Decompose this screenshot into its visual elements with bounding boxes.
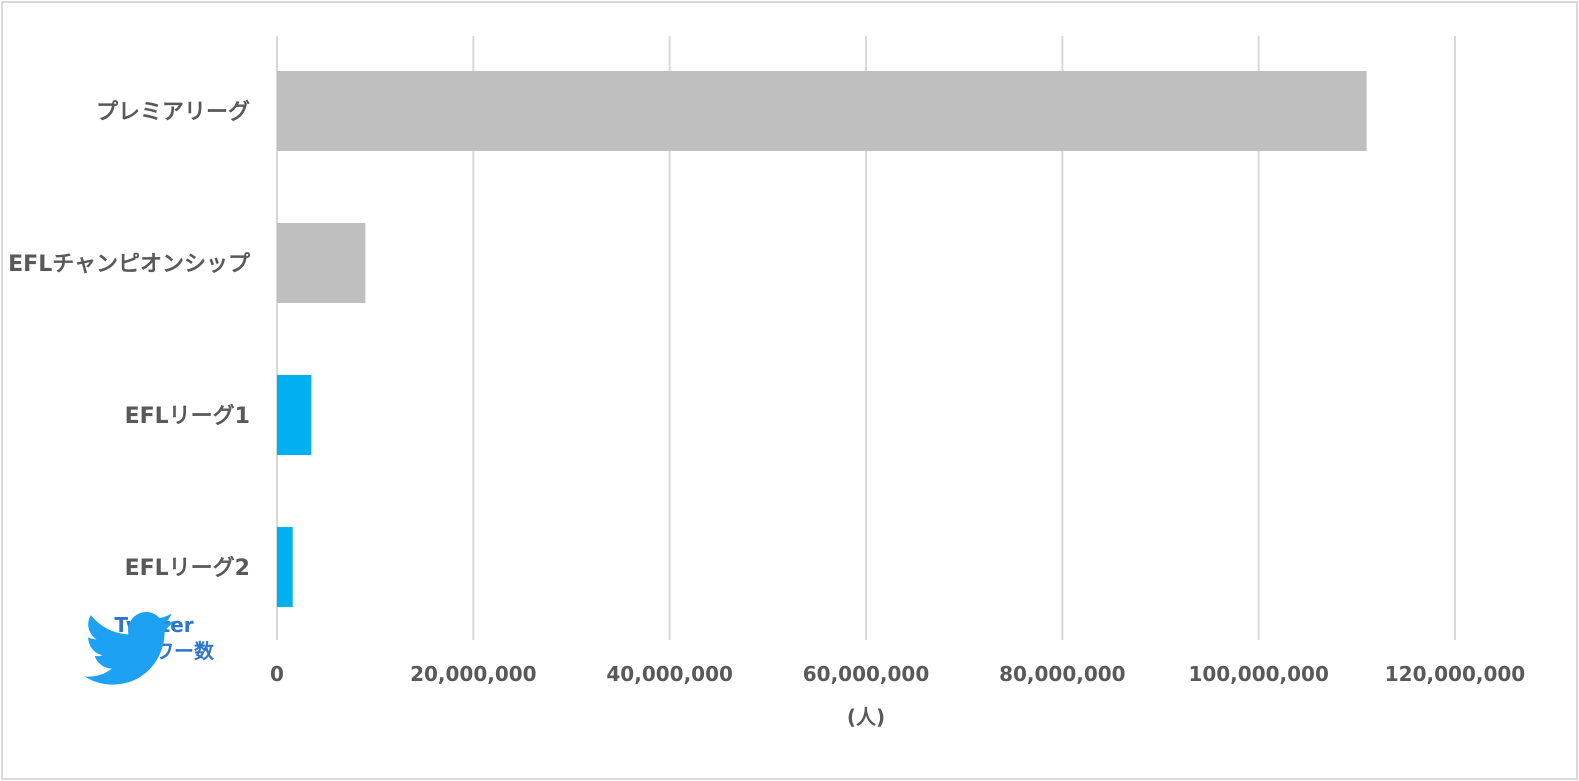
- x-tick-label: 120,000,000: [1385, 662, 1525, 686]
- x-tick-label: 0: [270, 662, 284, 686]
- x-axis-unit-label: (人): [847, 705, 885, 729]
- bar: [277, 527, 293, 607]
- category-label: EFLリーグ2: [125, 555, 250, 581]
- tick-labels: 0 20,000,000 40,000,000 60,000,000 80,000,00…: [270, 662, 1525, 686]
- x-tick-label: 20,000,000: [410, 662, 537, 686]
- bars: [277, 71, 1367, 607]
- bar: [277, 375, 312, 455]
- bar: [277, 71, 1367, 151]
- twitter-bird-icon: [84, 612, 175, 685]
- x-tick-label: 60,000,000: [803, 662, 930, 686]
- bar: [277, 223, 366, 303]
- x-tick-label: 100,000,000: [1188, 662, 1328, 686]
- category-label: EFLリーグ1: [125, 403, 250, 429]
- category-labels: プレミアリーグ EFLチャンピオンシップ EFLリーグ1 EFLリーグ2: [8, 99, 251, 581]
- x-tick-label: 80,000,000: [999, 662, 1126, 686]
- category-label: EFLチャンピオンシップ: [8, 252, 251, 277]
- category-label: プレミアリーグ: [96, 99, 250, 125]
- x-tick-label: 40,000,000: [606, 662, 733, 686]
- twitter-badge: Twitter フォロワー数: [84, 612, 224, 685]
